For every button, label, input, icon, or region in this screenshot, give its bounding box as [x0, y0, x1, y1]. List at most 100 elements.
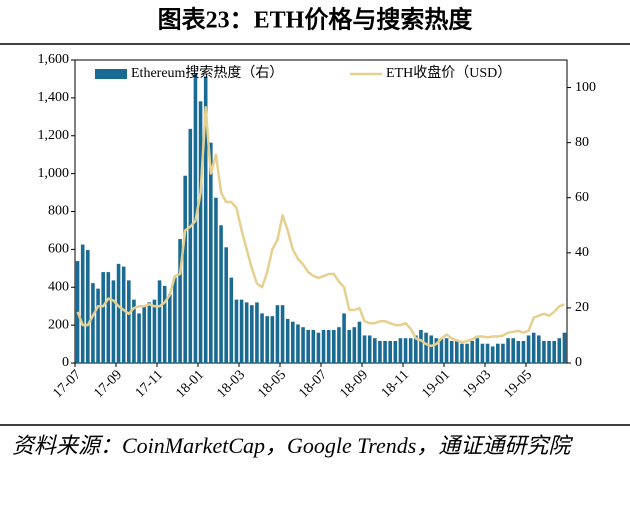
bar	[270, 316, 275, 363]
y-tick-label: 200	[48, 317, 69, 332]
y2-tick-label: 100	[575, 80, 596, 95]
bar	[301, 327, 305, 363]
y2-tick-label: 60	[575, 190, 589, 205]
x-tick-label: 18-01	[173, 367, 207, 401]
bar	[188, 128, 193, 363]
bar	[116, 263, 121, 363]
bar	[316, 332, 321, 363]
x-tick-label: 17-07	[50, 367, 84, 401]
bar	[306, 329, 310, 363]
bar	[547, 340, 551, 363]
bar	[152, 299, 157, 363]
bar	[357, 321, 362, 363]
bar	[260, 313, 264, 363]
bar	[101, 272, 105, 363]
bar	[496, 343, 500, 363]
source-note: 资料来源：CoinMarketCap，Google Trends，通证通研究院	[12, 433, 571, 458]
bar	[414, 335, 418, 363]
bar	[378, 340, 382, 363]
y-tick-label: 400	[48, 279, 69, 294]
bar	[250, 305, 254, 363]
line	[76, 106, 565, 348]
legend-swatch	[95, 69, 127, 79]
x-tick-label: 18-09	[337, 367, 371, 401]
bar	[209, 142, 213, 363]
x-tick-label: 19-01	[419, 367, 453, 401]
bar	[173, 277, 177, 363]
y2-tick-label: 0	[575, 355, 582, 370]
bar	[219, 225, 223, 363]
bar	[475, 338, 480, 363]
bar	[490, 346, 495, 363]
bar	[332, 329, 336, 363]
bar	[162, 285, 167, 363]
bar	[96, 288, 100, 363]
y-tick-label: 600	[48, 242, 69, 257]
bar	[531, 332, 536, 363]
bar	[485, 343, 490, 363]
bar	[142, 305, 146, 363]
bar	[506, 338, 510, 363]
bar	[326, 329, 331, 363]
x-tick-label: 19-05	[501, 367, 535, 401]
bar	[542, 340, 546, 363]
page: 图表23：ETH价格与搜索热度 0 200 400 600 800 1,000 1,200 1…	[0, 5, 630, 458]
bar	[460, 343, 464, 363]
bar	[337, 327, 341, 363]
bar	[419, 329, 423, 363]
bar	[557, 338, 562, 363]
bar	[224, 247, 228, 363]
bar	[434, 338, 439, 363]
bar	[511, 338, 515, 363]
bar	[168, 294, 172, 363]
bar	[393, 340, 398, 363]
bar	[455, 340, 459, 363]
bar	[552, 340, 556, 363]
bar	[239, 299, 244, 363]
bar	[449, 340, 454, 363]
bar	[178, 239, 182, 363]
y-tick-label: 1,400	[38, 90, 70, 105]
legend-label: ETH收盘价（USD）	[386, 64, 511, 81]
x-tick-label: 18-11	[379, 367, 412, 400]
x-tick-label: 19-03	[460, 367, 494, 401]
y-tick-label: 0	[62, 355, 69, 370]
x-tick-label: 17-11	[133, 367, 166, 400]
bar	[388, 340, 392, 363]
y2-tick-label: 80	[575, 135, 589, 150]
chart: 图表23：ETH价格与搜索热度 02004006008001,0001,2001…	[0, 6, 630, 426]
bar	[383, 340, 387, 363]
bar	[121, 266, 126, 363]
bar	[465, 343, 469, 363]
bar	[80, 244, 85, 363]
x-tick-label: 18-05	[255, 367, 289, 401]
bar	[516, 340, 521, 363]
bar	[91, 283, 95, 363]
bar	[398, 338, 403, 363]
y-tick-label: 1,200	[38, 128, 70, 143]
bar	[521, 340, 526, 363]
y2-tick-label: 40	[575, 245, 589, 260]
x-tick-label: 17-09	[91, 367, 125, 401]
bar	[501, 343, 505, 363]
bar	[265, 316, 269, 363]
bar	[403, 338, 408, 363]
bar	[214, 197, 218, 363]
bar	[255, 302, 259, 363]
bar	[439, 338, 444, 363]
y-tick-label: 1,000	[38, 166, 70, 181]
bar	[367, 335, 372, 363]
bar	[311, 329, 316, 363]
bar	[362, 335, 367, 363]
bar	[137, 313, 141, 363]
bar	[296, 324, 300, 363]
bar	[244, 302, 249, 363]
bar	[429, 335, 433, 363]
bar	[444, 338, 449, 363]
legend-label: Ethereum搜索热度（右）	[131, 64, 283, 81]
bar	[537, 335, 541, 363]
bar	[229, 277, 234, 363]
bar	[526, 335, 531, 363]
x-tick-label: 18-03	[214, 367, 248, 401]
y-tick-label: 1,600	[38, 52, 70, 67]
